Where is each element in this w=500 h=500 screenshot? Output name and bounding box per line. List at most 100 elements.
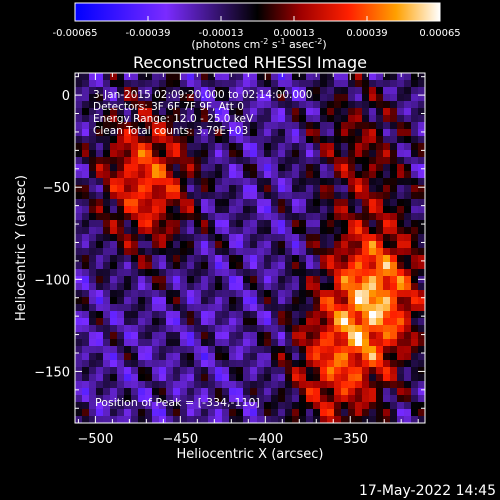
heatmap-cell xyxy=(348,80,356,88)
heatmap-cell xyxy=(75,227,83,235)
heatmap-cell xyxy=(320,276,328,284)
heatmap-cell xyxy=(159,367,167,375)
heatmap-cell xyxy=(110,150,118,158)
heatmap-cell xyxy=(355,381,363,389)
heatmap-cell xyxy=(299,395,307,403)
heatmap-cell xyxy=(369,325,377,333)
heatmap-cell xyxy=(397,353,405,361)
heatmap-cell xyxy=(75,136,83,144)
heatmap-cell xyxy=(292,143,300,151)
heatmap-cell xyxy=(313,157,321,165)
heatmap-cell xyxy=(131,129,139,137)
heatmap-cell xyxy=(348,108,356,116)
heatmap-cell xyxy=(152,213,160,221)
heatmap-cell xyxy=(348,150,356,158)
heatmap-cell xyxy=(355,101,363,109)
heatmap-cell xyxy=(173,297,181,305)
heatmap-cell xyxy=(201,136,209,144)
heatmap-cell xyxy=(152,143,160,151)
heatmap-cell xyxy=(390,367,398,375)
heatmap-cell xyxy=(278,185,286,193)
heatmap-cell xyxy=(292,367,300,375)
heatmap-cell xyxy=(208,255,216,263)
heatmap-cell xyxy=(299,192,307,200)
heatmap-cell xyxy=(320,171,328,179)
heatmap-cell xyxy=(355,416,363,423)
heatmap-cell xyxy=(320,136,328,144)
heatmap-cell xyxy=(327,108,335,116)
heatmap-cell xyxy=(89,332,97,340)
heatmap-cell xyxy=(306,136,314,144)
heatmap-cell xyxy=(159,241,167,249)
heatmap-cell xyxy=(208,276,216,284)
heatmap-cell xyxy=(194,87,202,95)
heatmap-cell xyxy=(103,339,111,347)
heatmap-cell xyxy=(313,206,321,214)
heatmap-cell xyxy=(117,367,125,375)
heatmap-cell xyxy=(124,290,132,298)
heatmap-cell xyxy=(110,129,118,137)
heatmap-cell xyxy=(166,94,174,102)
heatmap-cell xyxy=(159,129,167,137)
heatmap-cell xyxy=(138,234,146,242)
heatmap-cell xyxy=(271,115,279,123)
heatmap-cell xyxy=(369,192,377,200)
heatmap-cell xyxy=(292,101,300,109)
heatmap-cell xyxy=(222,73,230,81)
heatmap-cell xyxy=(299,297,307,305)
heatmap-cell xyxy=(159,101,167,109)
heatmap-cell xyxy=(110,213,118,221)
heatmap-cell xyxy=(362,213,370,221)
heatmap-cell xyxy=(229,353,237,361)
heatmap-cell xyxy=(89,157,97,165)
heatmap-cell xyxy=(362,416,370,423)
heatmap-cell xyxy=(376,402,384,410)
heatmap-cell xyxy=(369,185,377,193)
heatmap-cell xyxy=(299,143,307,151)
heatmap-cell xyxy=(229,171,237,179)
heatmap-cell xyxy=(383,241,391,249)
heatmap-cell xyxy=(376,136,384,144)
heatmap-cell xyxy=(110,241,118,249)
heatmap-cell xyxy=(369,339,377,347)
heatmap-cell xyxy=(341,157,349,165)
heatmap-cell xyxy=(82,360,90,368)
heatmap-cell xyxy=(222,374,230,382)
heatmap-cell xyxy=(215,346,223,354)
heatmap-cell xyxy=(131,199,139,207)
heatmap-cell xyxy=(124,150,132,158)
heatmap-cell xyxy=(208,206,216,214)
heatmap-cell xyxy=(334,185,342,193)
heatmap-cell xyxy=(257,353,265,361)
heatmap-cell xyxy=(320,164,328,172)
heatmap-cell xyxy=(313,227,321,235)
heatmap-cell xyxy=(390,94,398,102)
heatmap-cell xyxy=(215,220,223,228)
heatmap-cell xyxy=(201,290,209,298)
heatmap-cell xyxy=(348,381,356,389)
heatmap-cell xyxy=(166,157,174,165)
heatmap-cell xyxy=(124,129,132,137)
heatmap-cell xyxy=(418,269,425,277)
heatmap-cell xyxy=(194,136,202,144)
heatmap-cell xyxy=(320,122,328,130)
heatmap-cell xyxy=(285,185,293,193)
heatmap-cell xyxy=(124,192,132,200)
heatmap-cell xyxy=(152,416,160,423)
heatmap-cell xyxy=(173,73,181,81)
heatmap-cell xyxy=(348,360,356,368)
heatmap-cell xyxy=(222,150,230,158)
heatmap-cell xyxy=(187,325,195,333)
heatmap-cell xyxy=(341,297,349,305)
heatmap-cell xyxy=(257,367,265,375)
heatmap-cell xyxy=(180,318,188,326)
heatmap-cell xyxy=(180,262,188,270)
heatmap-cell xyxy=(397,234,405,242)
heatmap-cell xyxy=(145,311,153,319)
heatmap-cell xyxy=(306,80,314,88)
heatmap-cell xyxy=(369,388,377,396)
heatmap-cell xyxy=(229,304,237,312)
heatmap-cell xyxy=(152,136,160,144)
heatmap-cell xyxy=(166,276,174,284)
